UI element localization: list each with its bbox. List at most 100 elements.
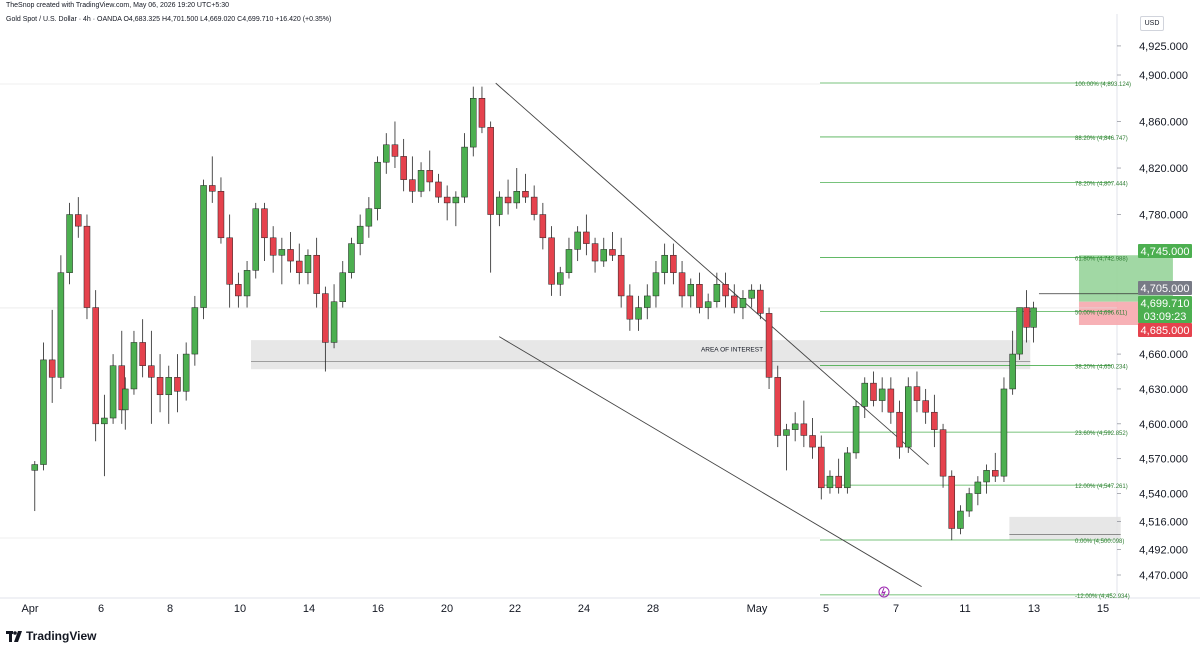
candle-body[interactable] xyxy=(522,191,529,198)
brand-logo[interactable]: TradingView xyxy=(6,629,96,643)
candle-body[interactable] xyxy=(252,208,260,271)
candle-body[interactable] xyxy=(852,406,860,454)
candle-body[interactable] xyxy=(617,254,625,297)
candle-body[interactable] xyxy=(722,284,729,297)
candle-body[interactable] xyxy=(678,272,686,297)
candle-body[interactable] xyxy=(66,214,73,273)
candle-body[interactable] xyxy=(383,144,390,163)
candle-body[interactable] xyxy=(83,225,91,308)
candle-body[interactable] xyxy=(400,156,407,180)
candle-body[interactable] xyxy=(974,481,982,494)
candle-body[interactable] xyxy=(356,225,364,244)
candle-body[interactable] xyxy=(174,377,181,392)
candle-body[interactable] xyxy=(278,249,286,256)
candle-body[interactable] xyxy=(409,179,416,192)
candle-body[interactable] xyxy=(339,272,347,302)
candle-body[interactable] xyxy=(470,98,477,148)
candle-body[interactable] xyxy=(165,377,173,396)
candle-body[interactable] xyxy=(748,289,755,299)
candle-body[interactable] xyxy=(57,272,65,378)
candle-body[interactable] xyxy=(504,196,512,204)
candle-body[interactable] xyxy=(931,411,938,430)
candle-body[interactable] xyxy=(800,423,808,436)
candle-body[interactable] xyxy=(235,284,242,297)
candle-body[interactable] xyxy=(713,284,721,302)
candle-body[interactable] xyxy=(765,313,773,378)
candle-body[interactable] xyxy=(583,231,590,244)
candle-body[interactable] xyxy=(191,307,199,355)
candle-body[interactable] xyxy=(609,249,616,256)
candle-body[interactable] xyxy=(670,254,677,273)
candle-body[interactable] xyxy=(48,359,56,378)
candle-body[interactable] xyxy=(644,295,651,308)
candle-body[interactable] xyxy=(496,196,503,215)
candle-body[interactable] xyxy=(652,272,660,297)
alert-icon[interactable] xyxy=(878,586,890,598)
candle-body[interactable] xyxy=(661,254,668,273)
candle-body[interactable] xyxy=(600,249,608,262)
candle-body[interactable] xyxy=(31,464,39,471)
candle-body[interactable] xyxy=(487,127,494,215)
candle-body[interactable] xyxy=(861,382,869,407)
candle-body[interactable] xyxy=(461,146,468,198)
candle-body[interactable] xyxy=(130,342,138,390)
candle-body[interactable] xyxy=(626,295,634,320)
candle-body[interactable] xyxy=(261,208,268,239)
candle-body[interactable] xyxy=(40,359,47,465)
candle-body[interactable] xyxy=(635,307,642,320)
candle-body[interactable] xyxy=(287,249,294,262)
candle-body[interactable] xyxy=(139,342,146,366)
candle-body[interactable] xyxy=(965,493,973,512)
candle-body[interactable] xyxy=(783,429,790,436)
candle-body[interactable] xyxy=(905,386,912,448)
candle-body[interactable] xyxy=(148,365,155,378)
candle-body[interactable] xyxy=(452,196,460,204)
candle-body[interactable] xyxy=(226,237,233,285)
candle-body[interactable] xyxy=(513,191,521,204)
candle-body[interactable] xyxy=(417,170,425,192)
candle-body[interactable] xyxy=(217,191,225,239)
candle-body[interactable] xyxy=(530,196,538,215)
candle-body[interactable] xyxy=(374,161,381,209)
candle-body[interactable] xyxy=(574,231,581,250)
candle-body[interactable] xyxy=(992,470,999,477)
candle-body[interactable] xyxy=(696,284,703,308)
candle-body[interactable] xyxy=(913,386,921,401)
candle-body[interactable] xyxy=(878,388,886,401)
candle-body[interactable] xyxy=(739,298,747,308)
candle-body[interactable] xyxy=(757,289,764,314)
candle-body[interactable] xyxy=(269,237,277,256)
candle-body[interactable] xyxy=(922,400,929,413)
candle-body[interactable] xyxy=(304,254,312,273)
candle-body[interactable] xyxy=(835,475,842,489)
candle-body[interactable] xyxy=(330,301,338,343)
candle-body[interactable] xyxy=(209,185,216,192)
channel-lower-line[interactable] xyxy=(498,336,922,588)
candle-body[interactable] xyxy=(443,196,451,204)
candle-body[interactable] xyxy=(896,411,903,448)
candle-body[interactable] xyxy=(296,260,303,273)
candle-body[interactable] xyxy=(365,208,373,227)
candle-body[interactable] xyxy=(957,510,964,529)
candle-body[interactable] xyxy=(156,377,164,396)
candle-body[interactable] xyxy=(109,365,117,419)
candle-body[interactable] xyxy=(539,214,547,239)
candle-body[interactable] xyxy=(118,365,126,411)
candle-body[interactable] xyxy=(313,254,320,294)
candle-body[interactable] xyxy=(391,144,399,157)
candle-body[interactable] xyxy=(92,307,99,425)
candle-body[interactable] xyxy=(939,429,947,477)
candle-body[interactable] xyxy=(948,475,956,529)
candle-body[interactable] xyxy=(844,452,851,489)
candle-body[interactable] xyxy=(122,388,129,411)
currency-button[interactable]: USD xyxy=(1140,16,1164,31)
candle-body[interactable] xyxy=(435,181,442,198)
demand-zone[interactable] xyxy=(1009,516,1121,541)
candle-body[interactable] xyxy=(101,417,108,425)
candle-body[interactable] xyxy=(1009,353,1016,390)
candle-body[interactable] xyxy=(818,446,825,489)
candle-body[interactable] xyxy=(983,470,990,483)
candle-body[interactable] xyxy=(200,185,207,308)
